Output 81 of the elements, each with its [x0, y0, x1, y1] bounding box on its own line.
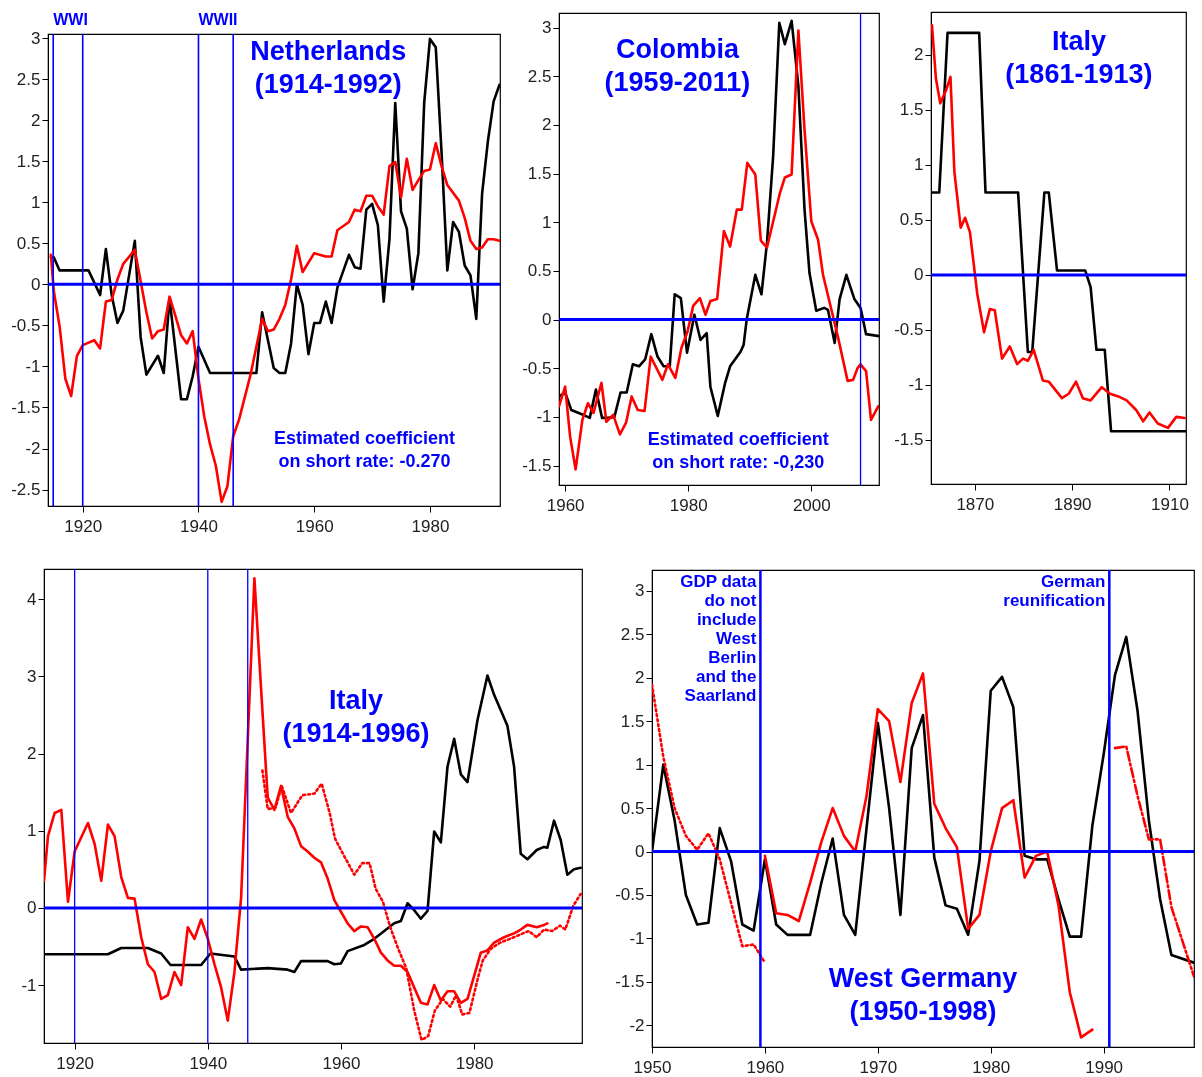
y-tick-label: -1.5 [615, 972, 645, 992]
y-tick-label: -0.5 [522, 358, 552, 378]
y-tick-label: -1 [25, 356, 41, 376]
y-tick-label: 0 [31, 274, 41, 294]
text: Italy (1914-1996) [282, 684, 430, 748]
text: Colombia (1959-2011) [604, 33, 751, 97]
y-tick-label: 0 [542, 310, 552, 330]
x-tick-label: 1950 [633, 1057, 672, 1077]
x-tick-label: 2000 [792, 495, 831, 515]
y-tick-label: -1.5 [11, 398, 41, 417]
y-tick-label: -2 [629, 1015, 645, 1035]
y-tick-label: 1.5 [620, 711, 645, 731]
y-tick-label: 2 [635, 668, 645, 688]
y-tick-label: 3 [542, 18, 552, 38]
y-tick-label: 0.5 [527, 261, 552, 281]
y-tick-label: 1.5 [16, 151, 41, 171]
y-tick-label: 1.5 [899, 100, 924, 120]
y-tick-label: 4 [27, 589, 37, 609]
x-tick-label: 1940 [189, 1053, 228, 1073]
x-tick-label: 1870 [956, 494, 995, 514]
x-tick-label: 1960 [546, 495, 585, 515]
y-tick-label: 2 [27, 744, 37, 763]
y-tick-label: 2.5 [620, 624, 645, 644]
x-tick-label: 1970 [859, 1057, 898, 1077]
line-series [763, 672, 1094, 1039]
y-tick-label: 0 [635, 842, 645, 862]
y-tick-label: 1 [635, 755, 645, 775]
x-tick-label: 1960 [746, 1057, 785, 1077]
y-tick-label: -1 [629, 928, 645, 948]
line-series [49, 141, 500, 504]
x-tick-label: 1990 [1085, 1057, 1124, 1077]
y-tick-label: 1 [542, 212, 552, 232]
x-tick-label: 1980 [411, 516, 450, 536]
y-tick-label: 1 [914, 155, 924, 175]
y-tick-label: 1 [31, 192, 41, 212]
y-tick-label: 3 [635, 581, 645, 601]
y-tick-label: -1.5 [894, 430, 924, 450]
x-tick-label: 1910 [1151, 494, 1189, 514]
annotation: Estimated coefficient on short rate: -0,230 [647, 428, 829, 472]
x-tick-label: 1980 [972, 1057, 1011, 1077]
text: Italy (1861-1913) [1005, 25, 1153, 89]
y-tick-label: 2 [914, 45, 924, 65]
y-tick-label: -1 [536, 407, 552, 427]
x-tick-label: 1890 [1053, 494, 1092, 514]
y-tick-label: -1 [908, 375, 924, 395]
y-tick-label: 2 [542, 115, 552, 135]
y-tick-label: 0.5 [899, 210, 924, 230]
y-tick-label: -1.5 [522, 456, 552, 476]
y-tick-label: -0.5 [894, 320, 924, 340]
y-tick-label: 0 [27, 898, 37, 918]
y-tick-label: -1 [21, 975, 37, 995]
x-tick-label: 1960 [322, 1053, 361, 1073]
y-tick-label: 1 [27, 821, 37, 841]
text: West Germany (1950-1998) [828, 962, 1018, 1026]
y-tick-label: 1.5 [527, 164, 552, 184]
x-tick-label: 1920 [56, 1053, 95, 1073]
y-tick-label: 2.5 [527, 66, 552, 86]
y-tick-label: 3 [27, 666, 37, 686]
ref-line-label: German reunification [1003, 572, 1106, 610]
x-tick-label: 1980 [669, 495, 708, 515]
x-tick-label: 1940 [180, 516, 218, 536]
y-tick-label: 2.5 [16, 69, 41, 89]
line-series [1113, 745, 1194, 978]
y-tick-label: -0.5 [615, 885, 645, 905]
ref-line-label: WWII [198, 11, 238, 28]
x-tick-label: 1980 [455, 1053, 494, 1073]
y-tick-label: -0.5 [11, 315, 41, 335]
y-tick-label: 2 [31, 110, 41, 130]
y-tick-label: -2.5 [11, 480, 41, 500]
ref-line-label: WWI [53, 11, 88, 28]
x-tick-label: 1920 [64, 516, 103, 536]
y-tick-label: -2 [25, 439, 41, 459]
y-tick-label: 0.5 [16, 233, 41, 253]
x-tick-label: 1960 [295, 516, 334, 536]
y-tick-label: 3 [31, 28, 41, 48]
line-series [652, 683, 767, 965]
ref-line-label: GDP data do not include West Berlin and the Saarland [680, 572, 757, 705]
y-tick-label: 0 [914, 265, 924, 285]
annotation: Estimated coefficient on short rate: -0.270 [273, 428, 455, 472]
text: Netherlands (1914-1992) [250, 35, 407, 99]
y-tick-label: 0.5 [620, 798, 645, 818]
